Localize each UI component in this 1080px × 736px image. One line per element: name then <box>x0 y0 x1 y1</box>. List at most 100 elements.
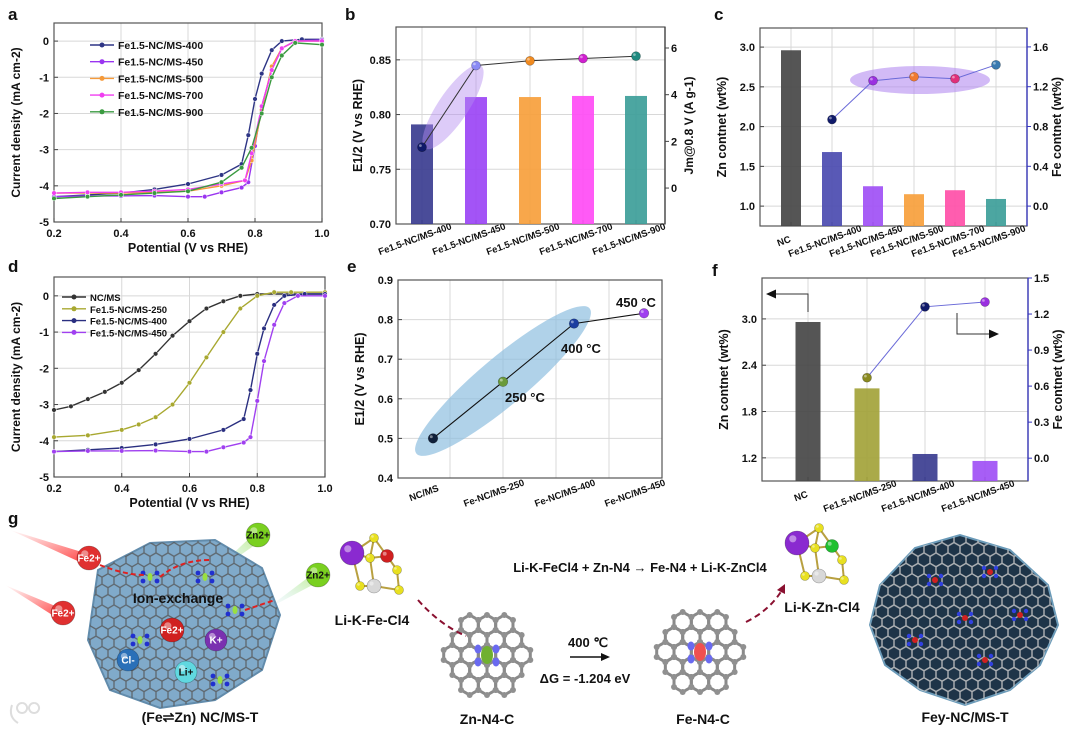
data-point <box>151 190 158 196</box>
x-tick-label: 1.0 <box>314 228 329 240</box>
carbon-atom <box>484 632 490 638</box>
cl-atom-highlight <box>816 525 819 528</box>
li-ion-label: Li+ <box>179 668 194 679</box>
carbon-atom <box>740 654 747 660</box>
data-point <box>220 444 226 450</box>
data-point <box>153 351 159 357</box>
fe-site <box>932 577 938 583</box>
n-atom <box>210 681 216 687</box>
carbon-atom <box>509 687 516 693</box>
n-atom <box>154 570 160 576</box>
carbon-atom <box>466 612 473 618</box>
carbon-atom <box>722 614 729 620</box>
legend-marker <box>99 75 105 81</box>
dashed-arrow <box>745 589 783 623</box>
y-axis-title: Current density (mA cm-2) <box>9 302 23 452</box>
bar-3 <box>572 95 594 224</box>
legend-marker <box>99 59 105 65</box>
n-atom <box>918 641 924 647</box>
n-atom <box>938 573 944 579</box>
data-point <box>220 329 226 335</box>
data-point <box>269 74 275 80</box>
x-tick-label: 0.2 <box>46 483 61 495</box>
x-tick-label: 0.6 <box>180 228 195 240</box>
carbon-atom <box>449 632 456 638</box>
carbon-atom <box>449 672 456 678</box>
y-tick-label: 0.8 <box>378 315 393 327</box>
line-point <box>631 51 641 61</box>
right-tick-label: 1.2 <box>1033 82 1048 94</box>
scheme-panel-g: Ion-exchange Fe2+ Fe2+ Zn2+ Zn2+ Fe2+ K+ Cl- Li+… <box>5 522 1060 727</box>
n-atom <box>926 573 932 579</box>
carbon-atom <box>671 654 678 660</box>
cl-atom-highlight <box>367 555 370 558</box>
temperature-label: 400 ℃ <box>568 635 608 650</box>
right-axis-arrow <box>956 313 990 335</box>
line-point-highlight <box>633 53 636 56</box>
carbon-atom <box>475 687 482 693</box>
right-tick-label: 0.9 <box>1034 345 1049 357</box>
carbon-atom <box>679 629 686 635</box>
exchange-arrow <box>159 559 211 578</box>
carbon-atom <box>458 617 465 623</box>
carbon-atom <box>662 639 669 645</box>
data-point <box>170 333 176 339</box>
carbon-atom <box>458 687 465 693</box>
product-caption: Fey-NC/MS-T <box>921 709 1009 725</box>
cl-atom <box>365 553 375 563</box>
data-point <box>281 293 287 299</box>
y-tick-label: -1 <box>39 72 49 84</box>
right-tick-label: 2 <box>671 136 677 148</box>
bar-0 <box>781 50 801 226</box>
y-tick-label: 0.5 <box>378 433 393 445</box>
line-point <box>868 75 878 86</box>
annotation-450: 450 °C <box>616 295 657 310</box>
carbon-atom <box>671 644 678 650</box>
data-point <box>220 427 226 433</box>
line-point-highlight <box>527 57 530 61</box>
category-label: Fe-NC/MS-450 <box>603 478 667 510</box>
data-point <box>322 293 328 299</box>
k-atom-highlight <box>789 535 797 543</box>
chart-panel-c: 1.01.52.02.53.00.00.40.81.21.6NCFe1.5-NC… <box>715 27 1064 260</box>
carbon-atom <box>466 642 473 648</box>
right-tick-label: 1.2 <box>1034 309 1049 321</box>
zn-ion-label: Zn2+ <box>306 571 330 582</box>
data-point <box>186 380 193 386</box>
y-axis-title: Zn contnet (wt%) <box>715 77 729 178</box>
data-point <box>136 421 142 428</box>
y-tick-label: 2.4 <box>742 360 758 372</box>
zn-n4-c-flake <box>440 612 534 698</box>
fe-ion-inside-ball-highlight <box>164 622 172 630</box>
data-point <box>271 289 277 295</box>
bar-2 <box>519 97 541 224</box>
data-point <box>249 145 255 151</box>
legend-label: Fe1.5-NC/MS-400 <box>118 40 203 52</box>
zn-ion-ball <box>245 522 271 548</box>
legend-marker <box>71 318 77 324</box>
x-tick-label: 0.8 <box>247 228 262 240</box>
ion-exchange-label: Ion-exchange <box>133 590 223 606</box>
data-point <box>259 71 265 77</box>
fe-ion-trail <box>5 585 60 618</box>
x-axis-title: Potential (V vs RHE) <box>128 241 248 255</box>
cl-ion-ball <box>116 648 140 672</box>
cl-atom <box>810 543 820 553</box>
left-arrowhead <box>766 289 776 299</box>
carbon-atom <box>722 654 729 660</box>
n-atom <box>1023 616 1029 622</box>
data-point <box>85 396 91 402</box>
carbon-atom <box>740 644 747 650</box>
carbon-atom <box>458 657 465 663</box>
data-point <box>242 177 248 183</box>
n-atom <box>144 641 150 647</box>
carbon-atom <box>671 624 678 630</box>
y-tick-label: 2.0 <box>740 122 755 134</box>
y-tick-label: -4 <box>39 181 50 193</box>
carbon-atom <box>509 677 516 683</box>
carbon-atom <box>509 627 516 633</box>
n-atom <box>981 573 987 579</box>
cl-atom-highlight <box>839 557 842 560</box>
carbon-atom <box>671 684 678 690</box>
y-tick-label: 0.4 <box>378 473 394 485</box>
